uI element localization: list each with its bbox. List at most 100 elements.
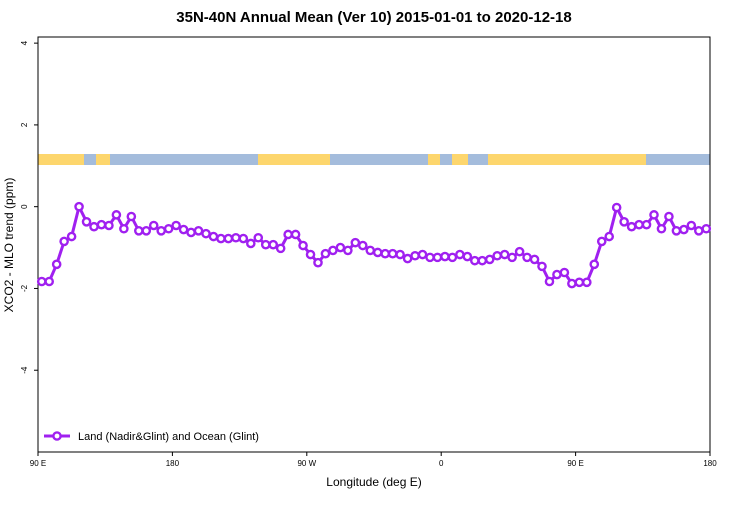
- data-point: [499, 249, 510, 260]
- data-point: [410, 250, 420, 261]
- data-point: [216, 233, 226, 244]
- data-point: [701, 223, 712, 234]
- data-point: [432, 252, 443, 263]
- y-axis-label: XCO2 - MLO trend (ppm): [2, 178, 16, 313]
- data-point: [544, 276, 555, 287]
- data-point: [641, 219, 652, 230]
- data-point: [469, 255, 480, 266]
- data-point: [582, 277, 592, 288]
- y-tick-label: 4: [20, 40, 29, 45]
- data-point: [283, 229, 293, 240]
- data-point: [193, 226, 204, 236]
- data-point: [238, 233, 249, 244]
- data-point: [66, 231, 77, 242]
- data-point: [402, 253, 413, 264]
- data-point: [186, 227, 196, 238]
- data-point: [477, 255, 488, 266]
- data-point: [552, 269, 562, 280]
- land-band: [428, 154, 440, 165]
- data-point: [178, 224, 189, 235]
- data-point: [357, 240, 368, 251]
- data-point: [36, 276, 47, 287]
- data-point: [529, 254, 540, 265]
- plot-frame: [37, 36, 711, 453]
- data-point: [417, 249, 428, 260]
- data-point: [111, 210, 122, 220]
- y-tick-label: 2: [20, 122, 29, 127]
- data-point: [74, 201, 84, 212]
- data-point: [335, 242, 346, 253]
- data-point: [171, 220, 181, 231]
- data-point: [447, 252, 458, 263]
- data-point: [245, 238, 256, 249]
- data-point: [163, 223, 174, 234]
- data-point: [81, 217, 92, 227]
- data-point: [260, 239, 271, 250]
- data-point: [634, 219, 644, 230]
- data-point: [365, 245, 376, 256]
- x-axis-label: Longitude (deg E): [326, 475, 421, 489]
- x-tick-label: 0: [439, 459, 444, 468]
- data-point: [395, 249, 405, 260]
- data-point: [343, 245, 353, 256]
- data-point: [694, 226, 704, 236]
- data-point: [104, 220, 114, 231]
- data-point: [522, 252, 532, 263]
- data-point: [567, 278, 577, 289]
- data-point: [231, 232, 241, 243]
- data-point: [156, 226, 166, 236]
- data-point: [514, 246, 525, 257]
- data-point: [268, 239, 279, 250]
- data-point: [313, 257, 323, 268]
- data-point: [290, 229, 301, 240]
- x-tick-label: 90 E: [567, 459, 583, 468]
- y-tick-label: 0: [20, 204, 29, 209]
- x-tick-label: 90 E: [30, 459, 46, 468]
- x-tick-label: 180: [703, 459, 717, 468]
- data-point: [89, 221, 99, 232]
- data-point: [126, 211, 137, 222]
- data-point: [611, 202, 622, 213]
- y-tick-label: -2: [20, 284, 29, 292]
- data-point: [455, 249, 465, 260]
- data-point: [275, 243, 286, 254]
- legend-marker: [52, 431, 62, 441]
- data-point: [574, 277, 585, 288]
- data-point: [305, 249, 316, 260]
- chart-title: 35N-40N Annual Mean (Ver 10) 2015-01-01 …: [176, 9, 571, 26]
- data-point: [201, 228, 211, 239]
- data-point: [671, 226, 682, 236]
- data-point: [119, 223, 129, 234]
- data-point: [507, 252, 517, 263]
- data-point: [679, 224, 689, 235]
- data-point: [462, 251, 473, 262]
- data-point: [492, 250, 503, 261]
- data-point: [298, 240, 308, 251]
- data-point: [596, 236, 607, 247]
- land-band: [38, 154, 84, 165]
- y-tick-label: -4: [20, 366, 29, 374]
- data-point: [253, 232, 264, 243]
- land-ocean-strip: [38, 154, 710, 165]
- data-point: [686, 220, 697, 231]
- data-point: [51, 259, 62, 270]
- data-point: [537, 261, 547, 272]
- data-point: [559, 267, 570, 278]
- data-point: [372, 247, 383, 258]
- data-point: [626, 221, 637, 232]
- data-point: [484, 254, 495, 265]
- x-tick-label: 180: [166, 459, 180, 468]
- data-point: [223, 233, 234, 244]
- data-point: [208, 231, 219, 242]
- legend-label: Land (Nadir&Glint) and Ocean (Glint): [78, 431, 259, 443]
- data-point: [148, 220, 159, 231]
- land-band: [488, 154, 646, 165]
- series-line: [41, 202, 707, 286]
- data-point: [664, 211, 674, 222]
- land-band: [258, 154, 330, 165]
- data-point: [44, 276, 55, 287]
- data-point: [380, 248, 391, 259]
- data-point: [350, 237, 361, 248]
